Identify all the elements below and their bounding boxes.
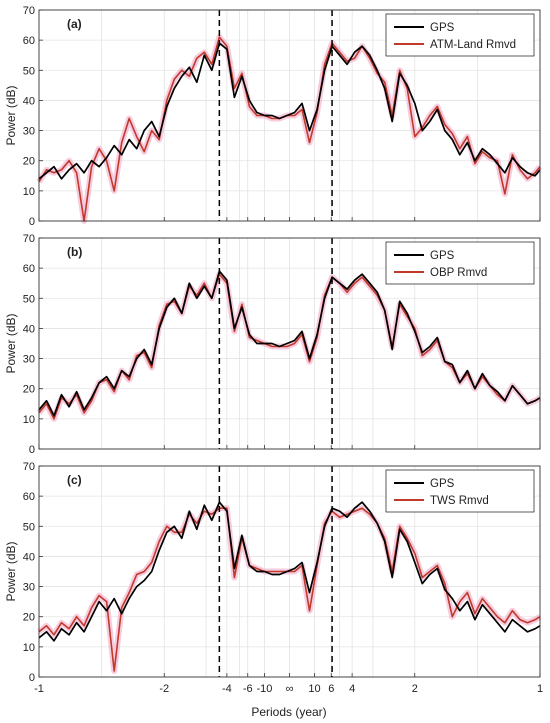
- y-tick-label: 10: [23, 414, 35, 426]
- y-tick-label: 70: [23, 233, 35, 245]
- y-tick-label: 20: [23, 612, 35, 624]
- y-tick-label: 50: [23, 293, 35, 305]
- series-line-gps: [38, 501, 541, 642]
- y-tick-label: 0: [29, 216, 35, 228]
- legend: GPS OBP Rmvd: [385, 241, 535, 285]
- panel-label: (b): [67, 245, 82, 259]
- panel-3: 0 10 20 30 40 50 60 70 -1 -2 -4 -6 -10 ∞ 10 6 4 2 1 Power (…: [4, 461, 543, 695]
- y-tick-label: 0: [29, 444, 35, 456]
- y-tick-label: 40: [23, 95, 35, 107]
- y-tick-label: 40: [23, 551, 35, 563]
- y-tick-label: 30: [23, 582, 35, 594]
- series-line-residual: [38, 507, 541, 672]
- y-tick-label: 10: [23, 642, 35, 654]
- y-tick-label: 50: [23, 521, 35, 533]
- panel-label: (a): [67, 17, 82, 31]
- y-tick-label: 50: [23, 65, 35, 77]
- legend: GPS ATM-Land Rmvd: [385, 13, 535, 57]
- series-line-gps: [38, 270, 541, 417]
- y-axis-label: Power (dB): [4, 85, 18, 145]
- x-tick-label: 10: [308, 683, 320, 695]
- panel-2: 0 10 20 30 40 50 60 70 Power (dB) (b) GPS OBP Rmvd: [4, 233, 542, 456]
- x-tick-label: -4: [222, 683, 232, 695]
- y-axis-label: Power (dB): [4, 541, 18, 601]
- x-tick-label: -6: [243, 683, 253, 695]
- legend-label: GPS: [430, 22, 455, 34]
- panel-frame: [38, 9, 541, 222]
- series-line-gps: [38, 42, 541, 180]
- x-tick-label: -2: [159, 683, 169, 695]
- legend-box: [385, 241, 535, 285]
- x-tick-label: ∞: [286, 683, 294, 695]
- y-tick-label: 60: [23, 263, 35, 275]
- panel-label: (c): [67, 473, 82, 487]
- x-axis-label: Periods (year): [251, 705, 326, 719]
- x-tick-label: -10: [256, 683, 272, 695]
- legend-box: [385, 469, 535, 513]
- y-tick-label: 10: [23, 186, 35, 198]
- series-line-residual: [38, 36, 541, 222]
- legend-label: TWS Rmvd: [430, 495, 489, 507]
- x-tick-label: -1: [34, 683, 44, 695]
- x-tick-label: 6: [328, 683, 334, 695]
- y-tick-label: 60: [23, 491, 35, 503]
- panel-frame: [38, 465, 541, 678]
- x-tick-label: 1: [537, 683, 543, 695]
- y-tick-label: 40: [23, 323, 35, 335]
- y-tick-label: 20: [23, 156, 35, 168]
- legend: GPS TWS Rmvd: [385, 469, 535, 513]
- x-tick-label: 4: [349, 683, 355, 695]
- legend-label: GPS: [430, 250, 455, 262]
- legend-label: ATM-Land Rmvd: [430, 39, 516, 51]
- legend-label: OBP Rmvd: [430, 267, 487, 279]
- legend-label: GPS: [430, 478, 455, 490]
- y-tick-label: 30: [23, 354, 35, 366]
- y-axis-label: Power (dB): [4, 313, 18, 373]
- legend-box: [385, 13, 535, 57]
- y-tick-label: 30: [23, 126, 35, 138]
- panel-1: 0 10 20 30 40 50 60 70 Power (dB) (a) GPS ATM-Land …: [4, 5, 543, 228]
- panel-frame: [38, 237, 541, 450]
- y-tick-label: 0: [29, 672, 35, 684]
- y-tick-label: 60: [23, 35, 35, 47]
- y-tick-label: 20: [23, 384, 35, 396]
- y-tick-label: 70: [23, 461, 35, 473]
- x-tick-label: 2: [412, 683, 418, 695]
- y-tick-label: 70: [23, 5, 35, 17]
